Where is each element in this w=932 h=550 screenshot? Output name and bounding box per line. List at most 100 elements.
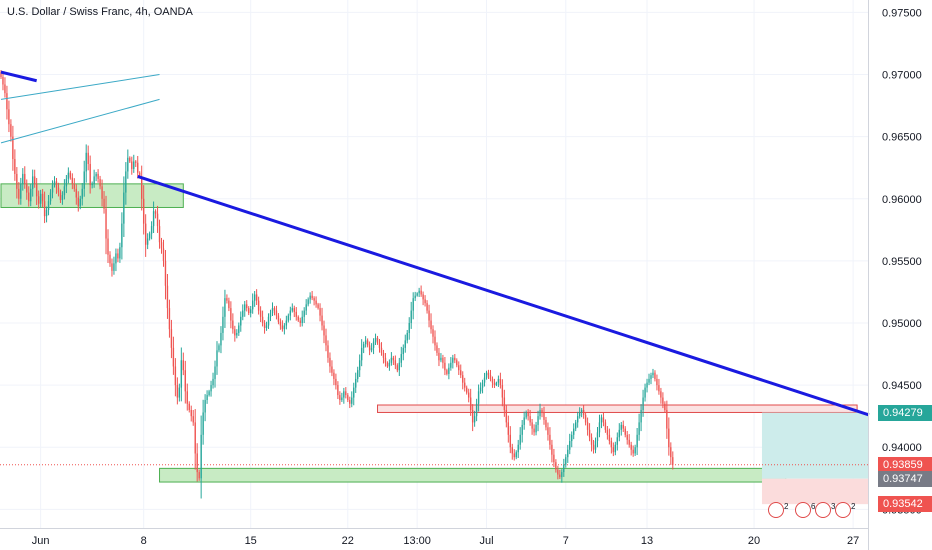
candle-body bbox=[33, 176, 36, 184]
candle-body bbox=[323, 325, 325, 336]
y-tick-label: 0.97000 bbox=[882, 70, 922, 82]
candle-body bbox=[483, 377, 486, 383]
x-tick-label: 13:00 bbox=[403, 535, 431, 547]
candle-body bbox=[287, 315, 290, 321]
candle-body bbox=[569, 441, 571, 450]
candle-body bbox=[170, 329, 173, 348]
candle-body bbox=[404, 340, 406, 348]
candle-body bbox=[261, 316, 264, 324]
candle-body bbox=[608, 434, 611, 442]
candle-body bbox=[618, 429, 620, 438]
candle-body bbox=[194, 422, 196, 454]
candle-body bbox=[317, 304, 319, 309]
candle-body bbox=[91, 183, 93, 186]
candle-body bbox=[69, 172, 72, 178]
candle-body bbox=[20, 183, 22, 199]
candle-body bbox=[412, 298, 414, 311]
candle-body bbox=[505, 409, 508, 423]
candle-body bbox=[442, 357, 444, 363]
candle-body bbox=[388, 362, 391, 367]
candle-body bbox=[2, 77, 4, 85]
candle-body bbox=[111, 263, 113, 271]
candle-body bbox=[105, 208, 107, 239]
candle-body bbox=[507, 422, 510, 435]
candle-body bbox=[592, 444, 595, 450]
candle-body bbox=[246, 304, 248, 309]
candle-body bbox=[430, 320, 432, 330]
economic-event-4[interactable]: 2 bbox=[835, 502, 855, 524]
descending-trendline bbox=[137, 174, 870, 417]
candle-body bbox=[186, 391, 188, 404]
candle-body bbox=[242, 310, 244, 317]
candle-body bbox=[567, 449, 569, 458]
candle-body bbox=[192, 416, 194, 423]
candle-body bbox=[206, 395, 208, 401]
candle-body bbox=[632, 449, 634, 454]
position-target-area bbox=[761, 412, 869, 479]
entry-price-label: 0.93747 bbox=[878, 470, 932, 487]
candle-body bbox=[545, 419, 547, 428]
candle-body bbox=[271, 308, 274, 314]
candle-body bbox=[184, 370, 186, 392]
candle-body bbox=[305, 304, 307, 311]
candle-body bbox=[51, 185, 54, 193]
candle-body bbox=[606, 429, 609, 435]
candle-body bbox=[466, 387, 468, 393]
candle-body bbox=[644, 387, 646, 398]
candle-body bbox=[533, 428, 535, 433]
candle-body bbox=[182, 360, 185, 371]
candle-body bbox=[251, 300, 254, 310]
candle-body bbox=[279, 321, 282, 326]
candle-body bbox=[501, 385, 504, 398]
x-tick-label: 7 bbox=[563, 535, 569, 547]
stop-price-label: 0.93542 bbox=[878, 496, 932, 513]
candle-body bbox=[672, 457, 674, 465]
economic-event-3[interactable]: 3 bbox=[815, 502, 835, 524]
candle-body bbox=[265, 325, 268, 328]
candle-body bbox=[139, 172, 141, 177]
candle-body bbox=[158, 226, 161, 243]
candle-body bbox=[107, 238, 109, 255]
candle-body bbox=[218, 345, 220, 351]
candle-body bbox=[670, 447, 672, 458]
candle-body bbox=[444, 362, 446, 371]
candle-body bbox=[65, 178, 68, 187]
candle-body bbox=[99, 178, 101, 187]
candle-body bbox=[79, 198, 81, 207]
candle-body bbox=[610, 441, 613, 448]
candle-body bbox=[543, 412, 545, 420]
candle-body bbox=[489, 375, 492, 379]
candle-body bbox=[527, 412, 529, 417]
candle-body bbox=[382, 352, 385, 358]
current-price-label: 0.93859 bbox=[878, 456, 932, 473]
candle-body bbox=[525, 412, 527, 418]
candle-body bbox=[293, 308, 295, 312]
candle-body bbox=[547, 427, 549, 435]
candle-body bbox=[521, 424, 523, 435]
candle-body bbox=[188, 403, 190, 410]
economic-event-1[interactable]: 2 bbox=[768, 502, 788, 524]
candle-body bbox=[285, 320, 288, 326]
candle-body bbox=[176, 385, 179, 398]
candle-body bbox=[620, 424, 622, 430]
candle-body bbox=[462, 375, 464, 383]
candle-body bbox=[259, 310, 262, 317]
candle-body bbox=[299, 320, 301, 324]
candle-body bbox=[26, 183, 28, 193]
candle-body bbox=[366, 340, 369, 346]
candle-body bbox=[214, 366, 216, 379]
candle-body bbox=[590, 437, 593, 445]
candle-body bbox=[224, 298, 226, 317]
candle-body bbox=[133, 161, 135, 169]
position-stop-area bbox=[761, 478, 869, 505]
candle-body bbox=[374, 337, 377, 342]
economic-event-2[interactable]: 6 bbox=[795, 502, 815, 524]
candle-body bbox=[360, 347, 363, 361]
candle-body bbox=[141, 176, 143, 199]
candle-body bbox=[384, 357, 387, 363]
candle-body bbox=[646, 382, 648, 388]
candle-body bbox=[345, 391, 347, 396]
